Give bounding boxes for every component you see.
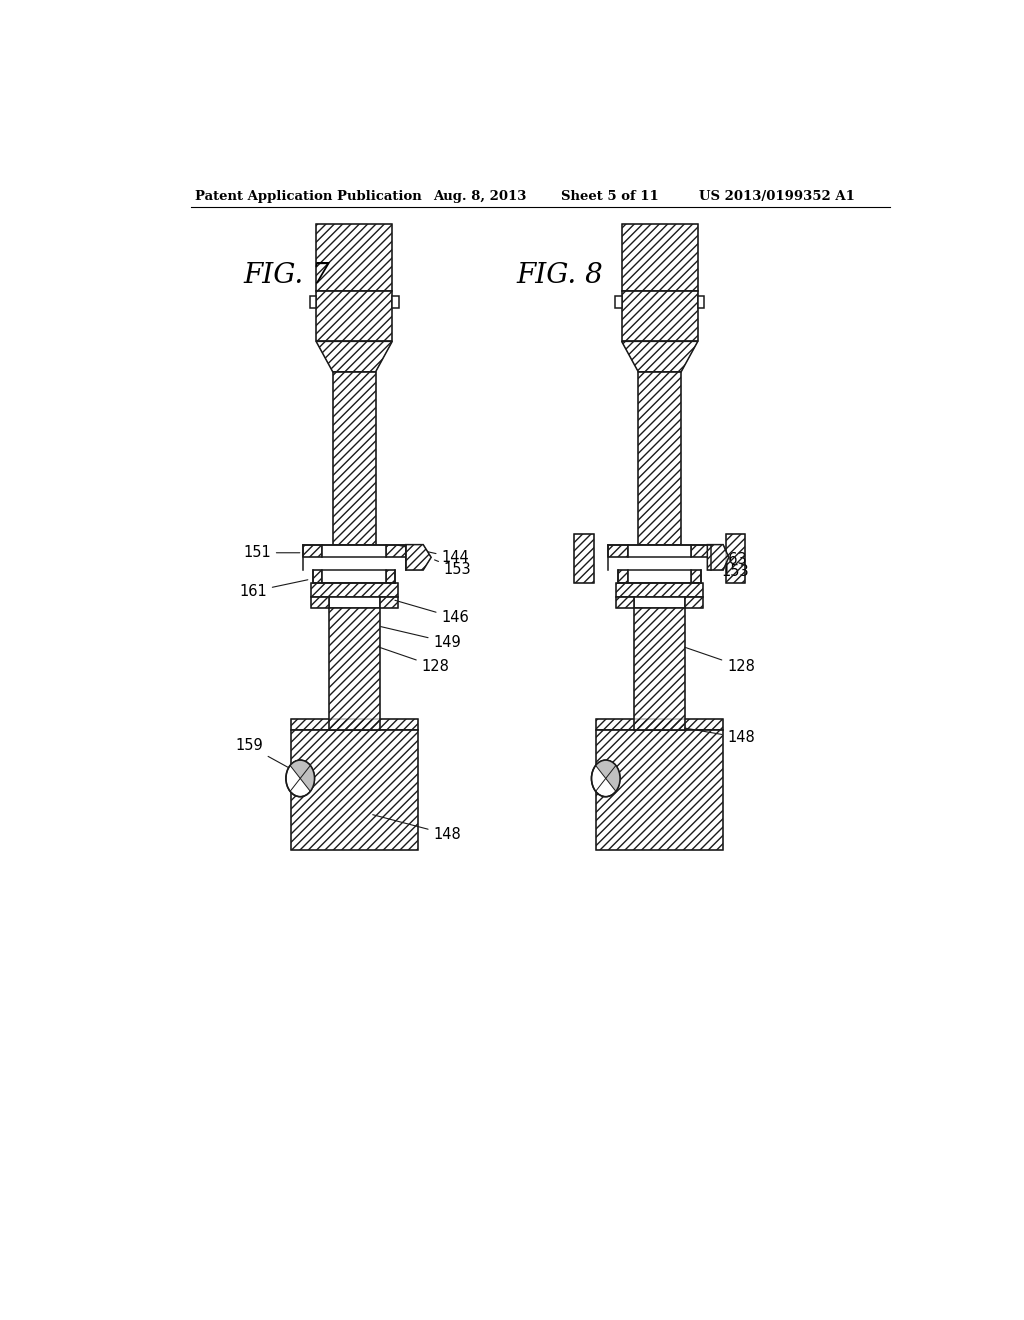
Text: 128: 128 bbox=[379, 647, 450, 675]
Polygon shape bbox=[386, 545, 406, 557]
Polygon shape bbox=[708, 545, 729, 570]
Bar bbox=[392, 296, 398, 308]
Polygon shape bbox=[608, 545, 628, 557]
Circle shape bbox=[286, 760, 314, 797]
Text: 144: 144 bbox=[398, 545, 469, 565]
Polygon shape bbox=[303, 545, 323, 557]
Polygon shape bbox=[622, 342, 697, 372]
Polygon shape bbox=[685, 598, 703, 607]
Text: 163: 163 bbox=[712, 550, 746, 568]
Circle shape bbox=[592, 760, 621, 797]
Polygon shape bbox=[616, 583, 703, 598]
Polygon shape bbox=[596, 730, 723, 850]
Polygon shape bbox=[622, 290, 697, 342]
Text: 128: 128 bbox=[685, 647, 755, 675]
Text: 161: 161 bbox=[239, 579, 308, 599]
Bar bbox=[615, 296, 622, 308]
Polygon shape bbox=[596, 719, 723, 730]
Text: Sheet 5 of 11: Sheet 5 of 11 bbox=[560, 190, 658, 202]
Text: FIG. 7: FIG. 7 bbox=[243, 261, 330, 289]
Polygon shape bbox=[313, 570, 323, 583]
Text: 153: 153 bbox=[710, 561, 750, 578]
Wedge shape bbox=[596, 760, 621, 792]
Text: 148: 148 bbox=[373, 814, 461, 842]
Polygon shape bbox=[316, 290, 392, 342]
Bar bbox=[323, 570, 386, 583]
Bar bbox=[634, 598, 685, 607]
Polygon shape bbox=[616, 598, 634, 607]
Text: Patent Application Publication: Patent Application Publication bbox=[196, 190, 422, 202]
Polygon shape bbox=[380, 598, 397, 607]
Text: 153: 153 bbox=[434, 560, 471, 577]
Polygon shape bbox=[726, 535, 745, 583]
Polygon shape bbox=[618, 570, 628, 583]
Polygon shape bbox=[634, 607, 685, 730]
Polygon shape bbox=[691, 570, 701, 583]
Polygon shape bbox=[310, 583, 397, 598]
Text: Aug. 8, 2013: Aug. 8, 2013 bbox=[433, 190, 527, 202]
Polygon shape bbox=[316, 342, 392, 372]
Text: 148: 148 bbox=[685, 729, 755, 746]
Polygon shape bbox=[406, 545, 431, 570]
Text: 146: 146 bbox=[395, 601, 469, 626]
Text: 149: 149 bbox=[381, 627, 461, 649]
Bar bbox=[323, 545, 386, 557]
Polygon shape bbox=[316, 224, 392, 290]
Text: 151: 151 bbox=[243, 545, 300, 560]
Polygon shape bbox=[638, 372, 681, 545]
Polygon shape bbox=[386, 570, 395, 583]
Polygon shape bbox=[291, 730, 418, 850]
Polygon shape bbox=[291, 719, 418, 730]
Bar bbox=[329, 598, 380, 607]
Bar bbox=[697, 296, 705, 308]
Bar bbox=[628, 545, 691, 557]
Polygon shape bbox=[574, 535, 594, 583]
Wedge shape bbox=[290, 760, 314, 792]
Text: FIG. 8: FIG. 8 bbox=[517, 261, 603, 289]
Polygon shape bbox=[310, 598, 329, 607]
Text: US 2013/0199352 A1: US 2013/0199352 A1 bbox=[699, 190, 855, 202]
Polygon shape bbox=[333, 372, 376, 545]
Polygon shape bbox=[329, 607, 380, 730]
Text: 159: 159 bbox=[236, 738, 306, 777]
Bar bbox=[628, 570, 691, 583]
Polygon shape bbox=[691, 545, 712, 557]
Bar bbox=[309, 296, 316, 308]
Polygon shape bbox=[622, 224, 697, 290]
